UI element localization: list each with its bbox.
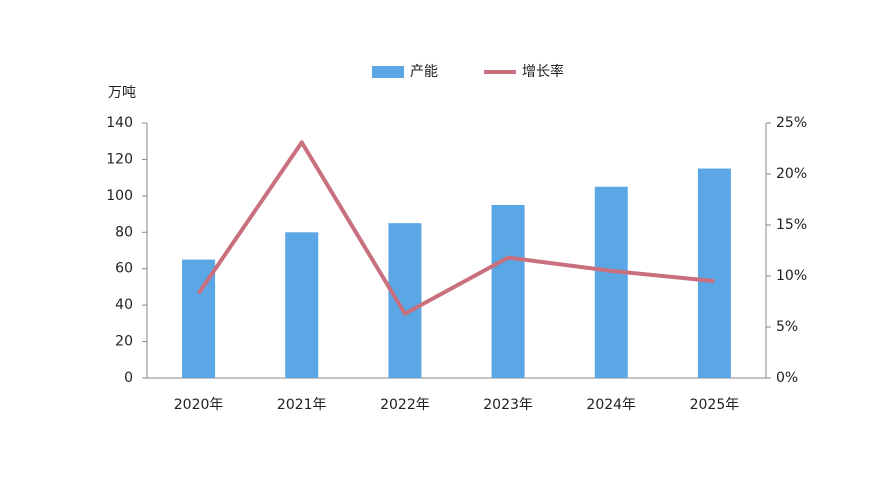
y-tick-label: 80 xyxy=(115,224,133,240)
bar xyxy=(285,232,319,378)
y-tick-label: 100 xyxy=(106,188,133,204)
legend-label: 增长率 xyxy=(522,63,564,80)
y-tick-label: 20 xyxy=(115,334,133,350)
y2-tick-label: 5% xyxy=(776,319,798,335)
y2-tick-label: 20% xyxy=(776,166,807,182)
x-tick-label: 2024年 xyxy=(586,397,636,413)
y2-tick-label: 15% xyxy=(776,217,807,233)
legend-label: 产能 xyxy=(410,64,438,80)
y2-tick-label: 25% xyxy=(776,115,807,131)
x-tick-label: 2020年 xyxy=(174,397,224,413)
y-axis-label: 万吨 xyxy=(108,85,136,101)
y-tick-label: 140 xyxy=(106,115,133,131)
bar xyxy=(594,186,628,378)
x-tick-label: 2021年 xyxy=(277,397,327,413)
x-tick-label: 2022年 xyxy=(380,397,430,413)
y-tick-label: 60 xyxy=(115,261,133,277)
legend-swatch xyxy=(372,66,404,78)
y2-tick-label: 0% xyxy=(776,370,798,386)
y-tick-label: 40 xyxy=(115,297,133,313)
x-tick-label: 2023年 xyxy=(483,397,533,413)
y2-tick-label: 10% xyxy=(776,268,807,284)
x-tick-label: 2025年 xyxy=(690,397,740,413)
line xyxy=(196,140,715,316)
y-tick-label: 0 xyxy=(124,370,133,386)
y-tick-label: 120 xyxy=(106,151,133,167)
bar xyxy=(388,223,422,378)
bar xyxy=(491,204,525,378)
bar xyxy=(697,168,731,378)
